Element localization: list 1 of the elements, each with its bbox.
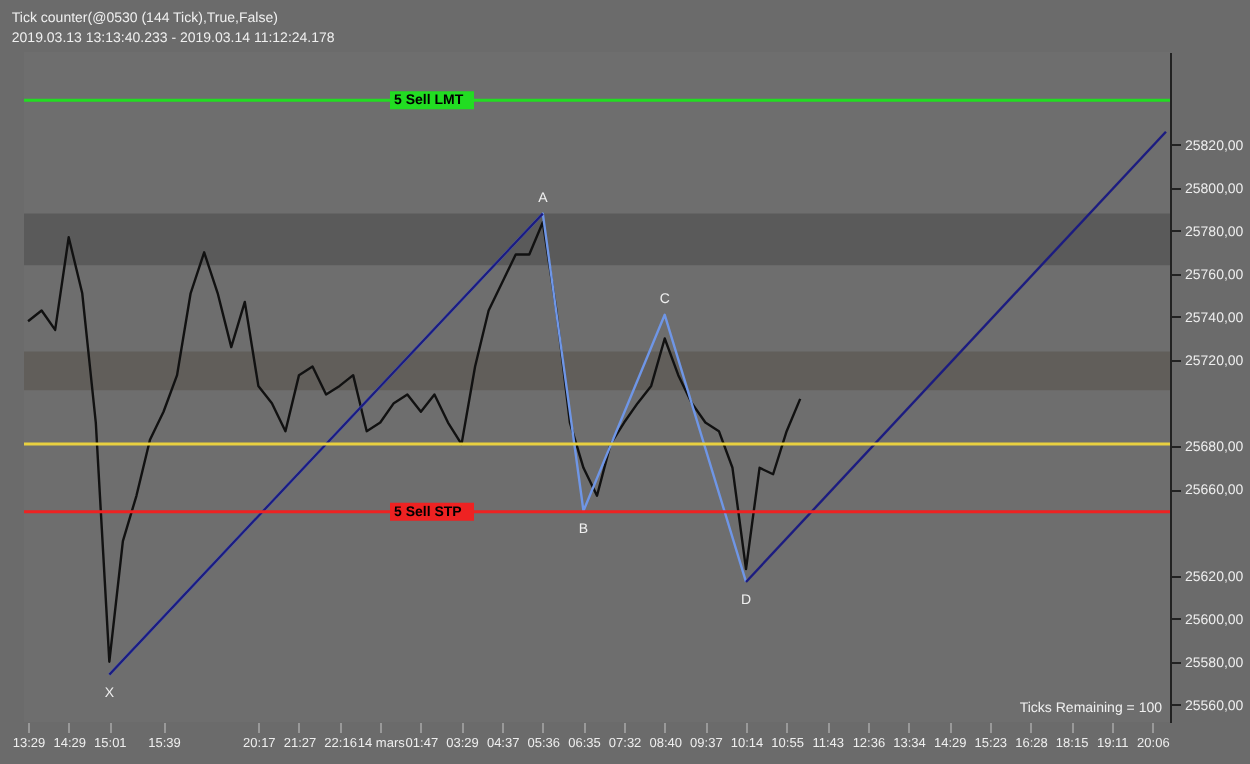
line-series <box>26 220 802 663</box>
